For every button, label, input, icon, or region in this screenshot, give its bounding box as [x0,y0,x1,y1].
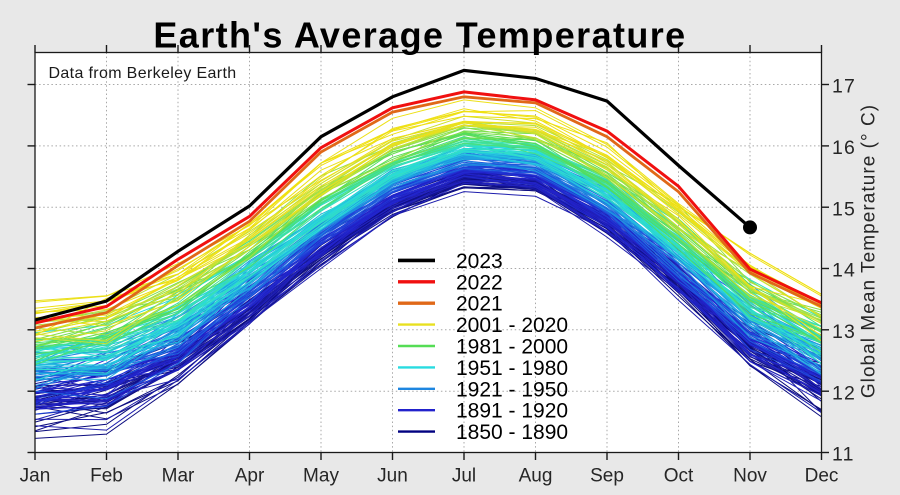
svg-text:15: 15 [832,198,856,220]
svg-text:Jan: Jan [20,466,51,487]
svg-text:Oct: Oct [664,466,694,487]
svg-text:2021: 2021 [456,293,503,316]
svg-text:Aug: Aug [519,466,553,487]
svg-text:Earth's Average Temperature: Earth's Average Temperature [153,15,686,56]
svg-text:Mar: Mar [162,466,195,487]
svg-text:1951 - 1980: 1951 - 1980 [456,357,568,380]
svg-text:17: 17 [832,76,856,98]
svg-text:May: May [303,466,339,487]
svg-text:1921 - 1950: 1921 - 1950 [456,378,568,401]
svg-text:2001 - 2020: 2001 - 2020 [456,314,568,337]
svg-text:Global Mean Temperature (° C): Global Mean Temperature (° C) [859,104,880,398]
svg-text:Feb: Feb [90,466,123,487]
svg-text:12: 12 [832,382,856,404]
svg-text:2023: 2023 [456,250,503,273]
svg-text:Jun: Jun [377,466,408,487]
svg-text:1891 - 1920: 1891 - 1920 [456,400,568,423]
svg-text:16: 16 [832,137,856,159]
svg-text:Data from Berkeley Earth: Data from Berkeley Earth [49,65,237,82]
svg-text:14: 14 [832,260,856,282]
svg-text:Nov: Nov [733,466,767,487]
svg-text:1981 - 2000: 1981 - 2000 [456,336,568,359]
svg-text:13: 13 [832,321,856,343]
svg-text:Jul: Jul [452,466,476,487]
svg-text:2022: 2022 [456,271,503,294]
svg-text:1850 - 1890: 1850 - 1890 [456,421,568,444]
svg-text:Apr: Apr [235,466,265,487]
svg-text:11: 11 [832,444,855,466]
svg-text:Sep: Sep [590,466,624,487]
svg-text:Dec: Dec [805,466,839,487]
